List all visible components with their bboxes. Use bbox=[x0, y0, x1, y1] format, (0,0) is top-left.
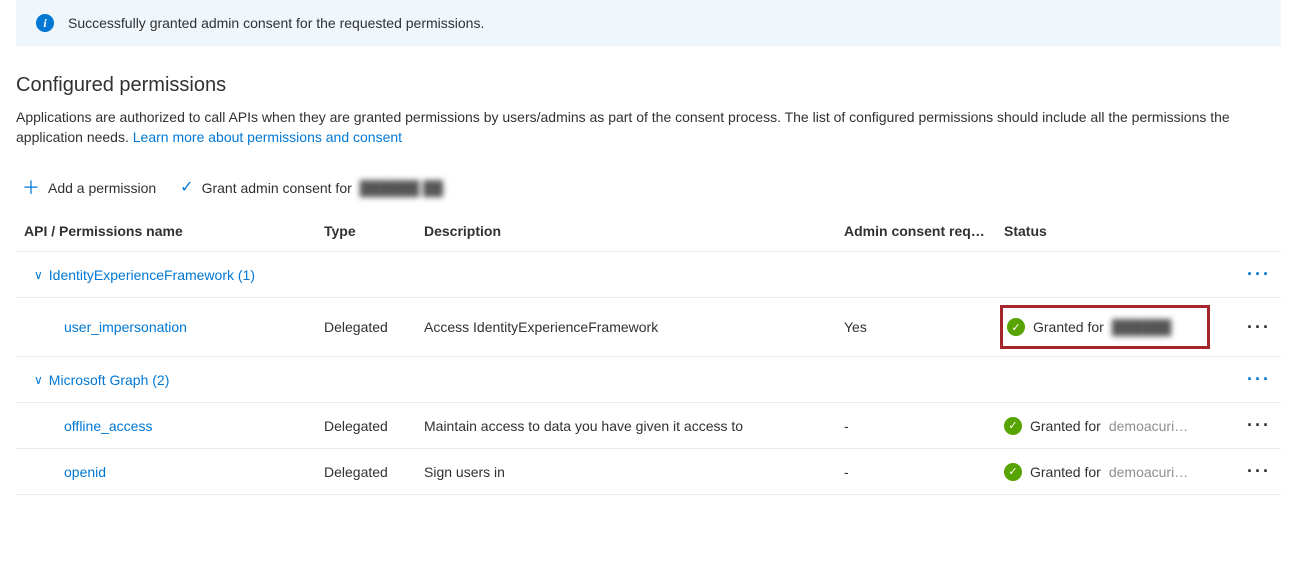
status-highlight: ✓ Granted for ██████ bbox=[1000, 305, 1210, 349]
permission-status: ✓ Granted for ██████ bbox=[996, 298, 1231, 357]
permission-status: ✓ Granted for demoacuri… bbox=[996, 403, 1231, 449]
col-header-name[interactable]: API / Permissions name bbox=[16, 211, 316, 252]
api-group-row[interactable]: ∨ Microsoft Graph (2) ··· bbox=[16, 357, 1281, 403]
tenant-name-obscured: ██████ ██ bbox=[360, 180, 443, 196]
granted-check-icon: ✓ bbox=[1004, 417, 1022, 435]
permission-admin-consent: - bbox=[836, 449, 996, 495]
info-icon: i bbox=[36, 14, 54, 32]
permission-row: offline_access Delegated Maintain access… bbox=[16, 403, 1281, 449]
col-header-type[interactable]: Type bbox=[316, 211, 416, 252]
api-group-row[interactable]: ∨ IdentityExperienceFramework (1) ··· bbox=[16, 252, 1281, 298]
success-notification: i Successfully granted admin consent for… bbox=[16, 0, 1281, 46]
permission-admin-consent: - bbox=[836, 403, 996, 449]
check-icon: ✓ bbox=[180, 180, 193, 196]
group-label: Microsoft Graph (2) bbox=[49, 372, 170, 388]
permissions-table: API / Permissions name Type Description … bbox=[16, 211, 1281, 495]
permission-name-link[interactable]: user_impersonation bbox=[24, 319, 187, 335]
permission-type: Delegated bbox=[316, 298, 416, 357]
permission-type: Delegated bbox=[316, 449, 416, 495]
add-permission-button[interactable]: ＋ Add a permission bbox=[22, 179, 156, 197]
chevron-down-icon: ∨ bbox=[34, 373, 43, 387]
col-header-description[interactable]: Description bbox=[416, 211, 836, 252]
permission-row: openid Delegated Sign users in - ✓ Grant… bbox=[16, 449, 1281, 495]
permission-description: Sign users in bbox=[416, 449, 836, 495]
granted-check-icon: ✓ bbox=[1007, 318, 1025, 336]
grant-admin-consent-button[interactable]: ✓ Grant admin consent for ██████ ██ bbox=[180, 180, 443, 196]
more-actions-button[interactable]: ··· bbox=[1231, 403, 1281, 449]
permission-description: Access IdentityExperienceFramework bbox=[416, 298, 836, 357]
more-actions-button[interactable]: ··· bbox=[1231, 298, 1281, 357]
permission-status: ✓ Granted for demoacuri… bbox=[996, 449, 1231, 495]
status-tenant-obscured: ██████ bbox=[1112, 319, 1172, 335]
learn-more-link[interactable]: Learn more about permissions and consent bbox=[133, 129, 402, 145]
permissions-toolbar: ＋ Add a permission ✓ Grant admin consent… bbox=[16, 173, 1281, 211]
status-prefix: Granted for bbox=[1030, 464, 1101, 480]
status-tenant: demoacuri… bbox=[1109, 464, 1188, 480]
permission-description: Maintain access to data you have given i… bbox=[416, 403, 836, 449]
status-prefix: Granted for bbox=[1030, 418, 1101, 434]
plus-icon: ＋ bbox=[22, 179, 40, 197]
section-description: Applications are authorized to call APIs… bbox=[16, 107, 1281, 147]
more-actions-button[interactable]: ··· bbox=[1231, 252, 1281, 298]
add-permission-label: Add a permission bbox=[48, 180, 156, 196]
more-actions-button[interactable]: ··· bbox=[1231, 357, 1281, 403]
status-tenant: demoacuri… bbox=[1109, 418, 1188, 434]
permission-name-link[interactable]: offline_access bbox=[24, 418, 152, 434]
permission-type: Delegated bbox=[316, 403, 416, 449]
col-header-admin-consent[interactable]: Admin consent req… bbox=[836, 211, 996, 252]
granted-check-icon: ✓ bbox=[1004, 463, 1022, 481]
table-header-row: API / Permissions name Type Description … bbox=[16, 211, 1281, 252]
grant-consent-label: Grant admin consent for bbox=[202, 180, 352, 196]
group-label: IdentityExperienceFramework (1) bbox=[49, 267, 255, 283]
chevron-down-icon: ∨ bbox=[34, 268, 43, 282]
more-actions-button[interactable]: ··· bbox=[1231, 449, 1281, 495]
permission-name-link[interactable]: openid bbox=[24, 464, 106, 480]
col-header-actions bbox=[1231, 211, 1281, 252]
permission-admin-consent: Yes bbox=[836, 298, 996, 357]
section-title: Configured permissions bbox=[16, 74, 1281, 97]
status-prefix: Granted for bbox=[1033, 319, 1104, 335]
col-header-status[interactable]: Status bbox=[996, 211, 1231, 252]
permission-row: user_impersonation Delegated Access Iden… bbox=[16, 298, 1281, 357]
notification-text: Successfully granted admin consent for t… bbox=[68, 15, 484, 31]
